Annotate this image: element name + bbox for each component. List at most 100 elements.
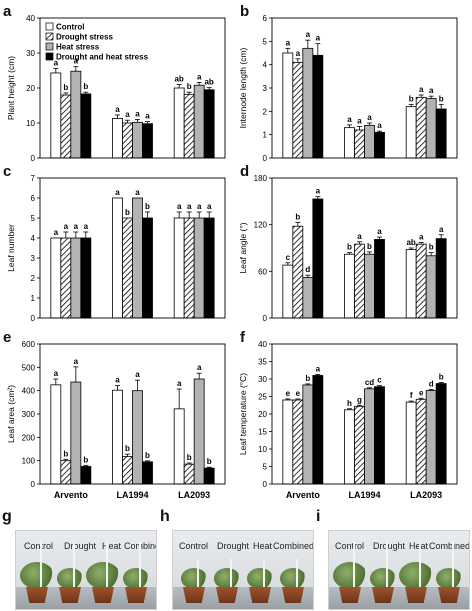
y-tick-label: 120 bbox=[254, 221, 268, 230]
bar bbox=[364, 124, 375, 159]
y-tick-label: 7 bbox=[31, 174, 36, 183]
photo-label: Heat bbox=[102, 541, 122, 551]
stake bbox=[296, 559, 298, 589]
plant bbox=[247, 568, 273, 589]
y-tick-label: 5 bbox=[263, 463, 268, 472]
y-tick-label: 1 bbox=[263, 131, 268, 140]
bar bbox=[405, 249, 417, 319]
pot bbox=[216, 587, 238, 603]
bar bbox=[50, 384, 62, 485]
significance-letter: ab bbox=[204, 78, 213, 87]
significance-letter: d bbox=[305, 265, 310, 274]
bar bbox=[122, 122, 133, 159]
significance-letter: cd bbox=[365, 378, 374, 387]
bar bbox=[405, 401, 417, 485]
bench bbox=[173, 587, 313, 609]
significance-letter: a bbox=[125, 110, 130, 119]
legend-swatch bbox=[45, 42, 54, 51]
stake bbox=[452, 541, 454, 589]
bar bbox=[354, 405, 365, 485]
bar bbox=[415, 96, 427, 159]
plant bbox=[333, 561, 367, 589]
y-tick-label: 0 bbox=[31, 480, 36, 489]
bar bbox=[292, 399, 304, 485]
bar bbox=[132, 390, 143, 485]
bar bbox=[364, 388, 375, 485]
photo-label: Heat bbox=[409, 541, 428, 551]
stake bbox=[40, 541, 42, 589]
bench bbox=[16, 587, 156, 609]
bar bbox=[312, 375, 324, 485]
y-tick-label: 15 bbox=[258, 428, 267, 437]
significance-letter: c bbox=[286, 253, 291, 262]
significance-letter: a bbox=[347, 115, 352, 124]
significance-letter: b bbox=[187, 453, 192, 462]
pot bbox=[92, 587, 114, 603]
y-tick-label: 30 bbox=[26, 49, 35, 58]
significance-letter: e bbox=[286, 389, 291, 398]
bar bbox=[50, 237, 62, 319]
bar bbox=[193, 378, 205, 485]
significance-letter: b bbox=[63, 83, 68, 92]
significance-letter: a bbox=[197, 72, 202, 81]
significance-letter: a bbox=[296, 49, 301, 58]
bar bbox=[374, 131, 385, 159]
significance-letter: a bbox=[135, 110, 140, 119]
plot-frame bbox=[39, 177, 226, 319]
bar bbox=[354, 243, 365, 319]
y-tick-label: 40 bbox=[258, 340, 267, 349]
y-tick-label: 0 bbox=[31, 154, 36, 163]
bar bbox=[435, 108, 447, 159]
stake bbox=[419, 541, 421, 589]
panel-letter: g bbox=[2, 508, 12, 525]
significance-letter: a bbox=[197, 202, 202, 211]
bar bbox=[142, 217, 153, 319]
pot bbox=[125, 587, 147, 603]
y-tick-label: 3 bbox=[31, 254, 36, 263]
plot-frame bbox=[39, 343, 226, 485]
legend-swatch bbox=[45, 52, 54, 61]
bar bbox=[60, 237, 72, 319]
significance-letter: b bbox=[367, 242, 372, 251]
y-tick-label: 0 bbox=[263, 314, 268, 323]
bar bbox=[70, 381, 82, 485]
bar bbox=[302, 277, 314, 319]
bar bbox=[312, 54, 324, 159]
significance-letter: a bbox=[419, 233, 424, 242]
significance-letter: b bbox=[429, 243, 434, 252]
photo-label: Combined bbox=[124, 541, 156, 551]
significance-letter: a bbox=[377, 227, 382, 236]
bar bbox=[70, 237, 82, 319]
bar bbox=[302, 384, 314, 485]
y-tick-label: 10 bbox=[258, 445, 267, 454]
pot bbox=[282, 587, 304, 603]
significance-letter: a bbox=[207, 202, 212, 211]
plot-frame bbox=[271, 343, 458, 485]
significance-letter: a bbox=[54, 228, 59, 237]
y-tick-label: 600 bbox=[22, 340, 36, 349]
y-tick-label: 200 bbox=[22, 433, 36, 442]
pot bbox=[26, 587, 48, 603]
y-tick-label: 500 bbox=[22, 363, 36, 372]
significance-letter: b bbox=[145, 451, 150, 460]
bar bbox=[80, 237, 92, 319]
x-tick-label: LA2093 bbox=[410, 490, 442, 500]
plant bbox=[86, 561, 120, 589]
significance-letter: a bbox=[54, 58, 59, 67]
bar bbox=[415, 243, 427, 319]
y-tick-label: 0 bbox=[31, 314, 36, 323]
significance-letter: b bbox=[347, 243, 352, 252]
significance-letter: a bbox=[74, 357, 79, 366]
significance-letter: b bbox=[187, 82, 192, 91]
x-tick-label: LA2093 bbox=[178, 490, 210, 500]
y-axis-label: Leaf angle (°) bbox=[238, 222, 248, 273]
significance-letter: a bbox=[439, 225, 444, 234]
significance-letter: a bbox=[135, 370, 140, 379]
panel-letter: d bbox=[240, 163, 249, 180]
